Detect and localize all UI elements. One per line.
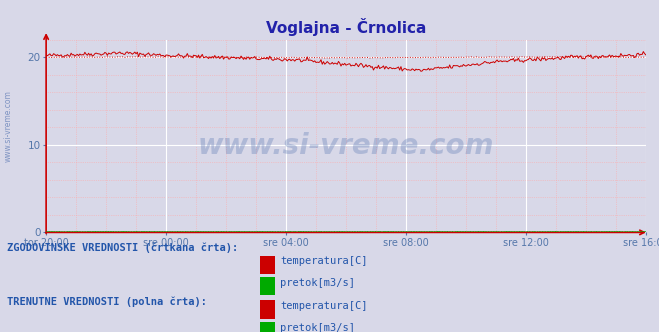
Text: TRENUTNE VREDNOSTI (polna črta):: TRENUTNE VREDNOSTI (polna črta): <box>7 297 206 307</box>
Text: temperatura[C]: temperatura[C] <box>280 301 368 311</box>
Text: pretok[m3/s]: pretok[m3/s] <box>280 323 355 332</box>
Text: www.si-vreme.com: www.si-vreme.com <box>3 90 13 162</box>
Text: ZGODOVINSKE VREDNOSTI (črtkana črta):: ZGODOVINSKE VREDNOSTI (črtkana črta): <box>7 242 238 253</box>
Text: pretok[m3/s]: pretok[m3/s] <box>280 278 355 288</box>
Title: Voglajna - Črnolica: Voglajna - Črnolica <box>266 18 426 36</box>
Text: www.si-vreme.com: www.si-vreme.com <box>198 132 494 160</box>
Text: temperatura[C]: temperatura[C] <box>280 256 368 266</box>
